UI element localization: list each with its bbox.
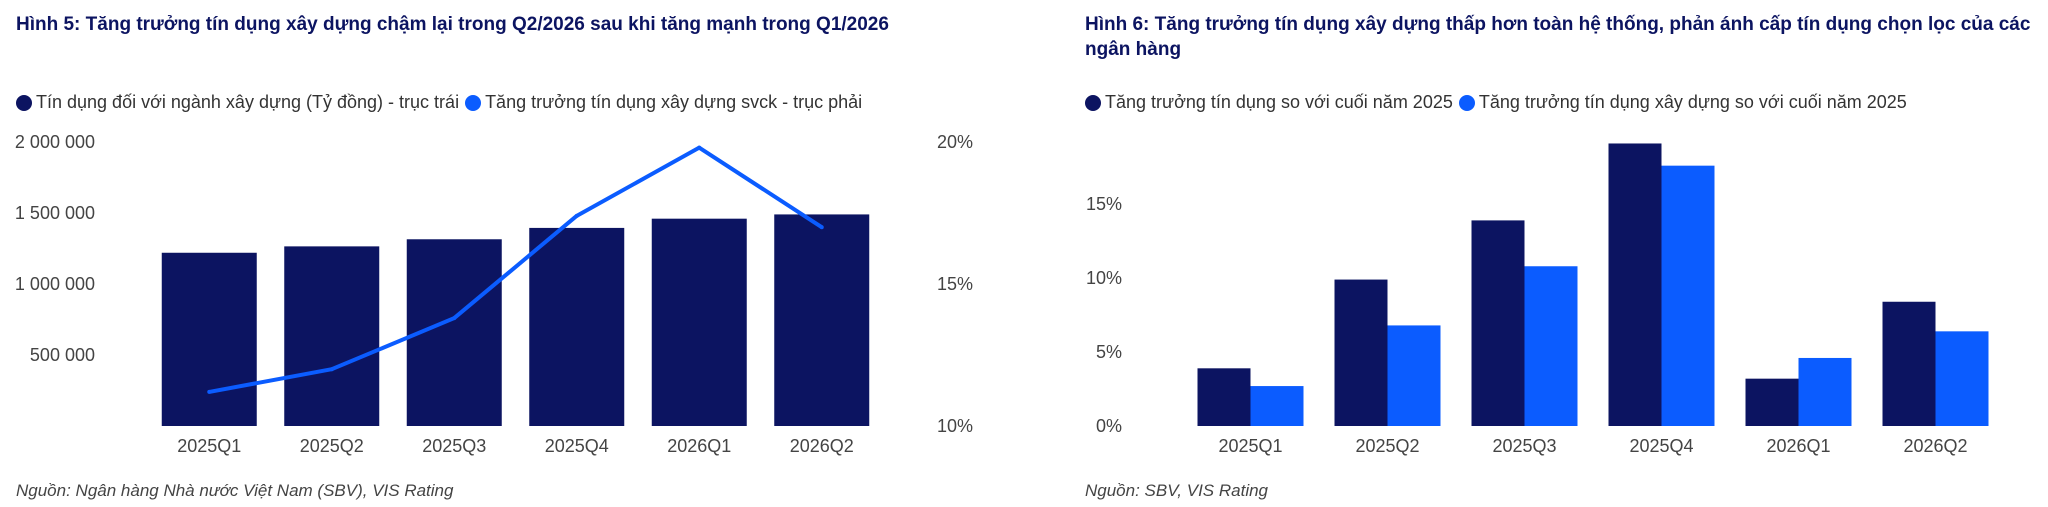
y-right-tick-label: 10% bbox=[937, 416, 973, 436]
x-tick-label: 2025Q1 bbox=[1218, 436, 1282, 456]
point-growth-2026q1 bbox=[697, 145, 702, 150]
chart-title: Hình 6: Tăng trưởng tín dụng xây dựng th… bbox=[1085, 14, 2031, 60]
bar-system-2025q4 bbox=[1608, 143, 1662, 426]
x-tick-label: 2025Q3 bbox=[1492, 436, 1556, 456]
bar-construction-2025q2 bbox=[1387, 325, 1441, 426]
legend-item-growth: Tăng trưởng tín dụng xây dựng svck - trụ… bbox=[465, 92, 862, 113]
y-tick-label: 0% bbox=[1096, 416, 1122, 436]
point-growth-2025q4 bbox=[574, 213, 579, 218]
bar-credit-2026q1 bbox=[651, 218, 747, 426]
bar-construction-2026q1 bbox=[1798, 357, 1852, 426]
legend-label: Tăng trưởng tín dụng so với cuối năm 202… bbox=[1105, 92, 1453, 112]
bar-construction-2025q3 bbox=[1524, 266, 1578, 426]
chart-legend: Tăng trưởng tín dụng so với cuối năm 202… bbox=[1085, 92, 1913, 113]
legend-label: Tín dụng đối với ngành xây dựng (Tỷ đồng… bbox=[36, 92, 460, 112]
x-tick-label: 2026Q1 bbox=[667, 436, 731, 456]
bar-system-2026q1 bbox=[1745, 378, 1799, 426]
legend-swatch-dark-icon bbox=[16, 94, 32, 111]
source-note: Nguồn: Ngân hàng Nhà nước Việt Nam (SBV)… bbox=[16, 481, 454, 500]
legend-label: Tăng trưởng tín dụng xây dựng so với cuố… bbox=[1478, 92, 1907, 112]
x-tick-label: 2025Q4 bbox=[545, 436, 609, 456]
y-left-tick-label: 1 000 000 bbox=[15, 274, 95, 294]
x-tick-label: 2026Q2 bbox=[790, 436, 854, 456]
y-tick-label: 10% bbox=[1086, 268, 1122, 288]
bar-credit-2026q2 bbox=[774, 214, 870, 426]
y-tick-label: 5% bbox=[1096, 342, 1122, 362]
legend-label: Tăng trưởng tín dụng xây dựng svck - trụ… bbox=[485, 92, 863, 112]
legend-item-system: Tăng trưởng tín dụng so với cuối năm 202… bbox=[1085, 92, 1453, 113]
x-tick-label: 2025Q3 bbox=[422, 436, 486, 456]
x-tick-label: 2025Q2 bbox=[300, 436, 364, 456]
legend-swatch-dark-icon bbox=[1085, 94, 1101, 111]
point-growth-2025q2 bbox=[329, 367, 334, 372]
legend-item-construction: Tăng trưởng tín dụng xây dựng so với cuố… bbox=[1458, 92, 1907, 113]
bar-construction-2025q4 bbox=[1661, 165, 1715, 426]
bar-system-2025q1 bbox=[1197, 368, 1251, 426]
y-right-tick-label: 15% bbox=[937, 274, 973, 294]
y-left-tick-label: 2 000 000 bbox=[15, 132, 95, 152]
source-note: Nguồn: SBV, VIS Rating bbox=[1085, 481, 1269, 500]
bar-system-2026q2 bbox=[1882, 301, 1936, 426]
bar-system-2025q2 bbox=[1334, 279, 1388, 426]
point-growth-2025q1 bbox=[207, 389, 212, 394]
chart-panel-credit-construction: Hình 5: Tăng trưởng tín dụng xây dựng ch… bbox=[0, 0, 1010, 507]
legend-item-credit: Tín dụng đối với ngành xây dựng (Tỷ đồng… bbox=[16, 92, 459, 113]
y-right-tick-label: 20% bbox=[937, 132, 973, 152]
x-tick-label: 2025Q2 bbox=[1355, 436, 1419, 456]
bar-credit-2025q4 bbox=[529, 227, 625, 426]
y-tick-label: 15% bbox=[1086, 194, 1122, 214]
line-growth-yoy bbox=[208, 145, 823, 394]
legend-swatch-blue-icon bbox=[465, 94, 482, 111]
y-left-tick-label: 1 500 000 bbox=[15, 203, 95, 223]
bar-construction-2026q2 bbox=[1935, 331, 1989, 426]
point-growth-2025q3 bbox=[452, 316, 457, 321]
point-growth-2026q2 bbox=[819, 225, 824, 230]
x-tick-label: 2026Q1 bbox=[1766, 436, 1830, 456]
bar-system-2025q3 bbox=[1471, 220, 1525, 426]
x-tick-label: 2025Q4 bbox=[1629, 436, 1693, 456]
x-tick-label: 2025Q1 bbox=[177, 436, 241, 456]
combo-chart: 500 000 1 000 000 1 500 000 2 000 000 10% 15%… bbox=[15, 132, 973, 456]
y-left-tick-label: 500 000 bbox=[30, 345, 95, 365]
chart-panel-credit-growth-compare: Hình 6: Tăng trưởng tín dụng xây dựng th… bbox=[1085, 0, 2048, 507]
bar-construction-2025q1 bbox=[1250, 386, 1304, 426]
legend-swatch-blue-icon bbox=[1458, 94, 1475, 111]
bar-credit-2025q2 bbox=[284, 246, 380, 426]
grouped-bar-chart: 0% 5% 10% 15% 2025Q1 2025Q2 2025Q3 2025Q4 2026Q1… bbox=[1086, 143, 1989, 456]
chart-title: Hình 5: Tăng trưởng tín dụng xây dựng ch… bbox=[16, 14, 889, 35]
chart-legend: Tín dụng đối với ngành xây dựng (Tỷ đồng… bbox=[16, 92, 868, 113]
x-tick-label: 2026Q2 bbox=[1903, 436, 1967, 456]
bar-credit-2025q1 bbox=[161, 252, 257, 426]
